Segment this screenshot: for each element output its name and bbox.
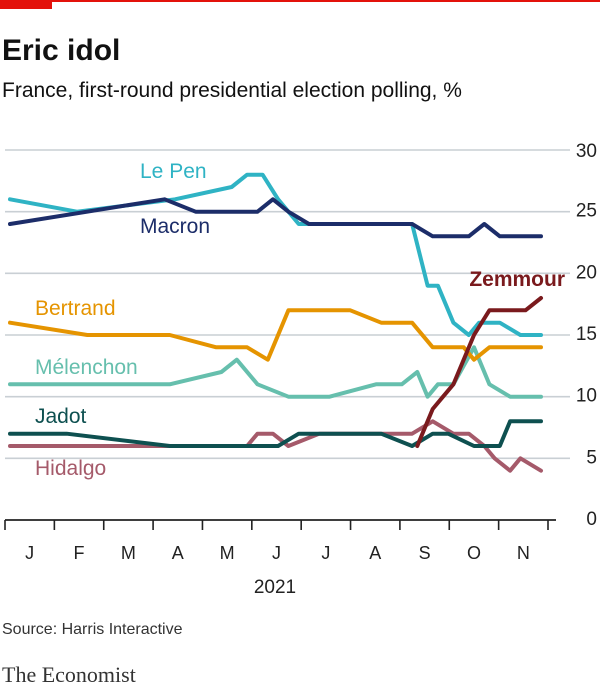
y-tick-label: 10 bbox=[576, 386, 597, 407]
x-tick-label: O bbox=[467, 543, 481, 563]
y-tick-label: 30 bbox=[576, 141, 597, 162]
x-tick-label: M bbox=[220, 543, 235, 563]
x-tick-label: S bbox=[419, 543, 431, 563]
series-line-jadot bbox=[8, 419, 543, 448]
x-tick-label: J bbox=[272, 543, 281, 563]
x-tick-label: A bbox=[369, 543, 381, 563]
series-label-hidalgo: Hidalgo bbox=[35, 457, 106, 480]
chart-title: Eric idol bbox=[2, 34, 120, 67]
x-tick-label: F bbox=[74, 543, 85, 563]
x-tick-label: M bbox=[121, 543, 136, 563]
series-line-zemmour bbox=[415, 296, 543, 448]
series-line-macron bbox=[8, 197, 543, 239]
y-tick-label: 5 bbox=[586, 447, 597, 468]
x-tick-label: A bbox=[172, 543, 184, 563]
series-line-bertrand bbox=[8, 308, 543, 362]
series-labels: Le Pen Macron Bertrand Mélenchon Jadot Hidalg… bbox=[35, 160, 565, 480]
y-axis-ticks: 0 5 10 15 20 25 30 bbox=[576, 141, 597, 530]
series-line-mlenchon bbox=[8, 345, 543, 399]
x-tick-label: J bbox=[25, 543, 34, 563]
chart-subtitle: France, first-round presidential electio… bbox=[2, 79, 462, 102]
y-tick-label: 15 bbox=[576, 324, 597, 345]
economist-red-tab bbox=[0, 0, 52, 9]
series-lines bbox=[8, 172, 543, 473]
series-label-lepen: Le Pen bbox=[140, 160, 207, 183]
y-tick-label: 20 bbox=[576, 262, 597, 283]
x-axis-year-label: 2021 bbox=[254, 577, 296, 598]
series-label-bertrand: Bertrand bbox=[35, 297, 116, 320]
series-label-macron: Macron bbox=[140, 215, 210, 238]
x-tick-label: N bbox=[517, 543, 530, 563]
series-label-mlenchon: Mélenchon bbox=[35, 356, 138, 379]
series-label-zemmour: Zemmour bbox=[469, 268, 565, 291]
source-note: Source: Harris Interactive bbox=[2, 621, 183, 638]
economist-logo: The Economist bbox=[2, 662, 136, 687]
series-label-jadot: Jadot bbox=[35, 405, 87, 428]
y-tick-label: 25 bbox=[576, 201, 597, 222]
x-tick-label: J bbox=[321, 543, 330, 563]
y-tick-label: 0 bbox=[586, 509, 597, 530]
